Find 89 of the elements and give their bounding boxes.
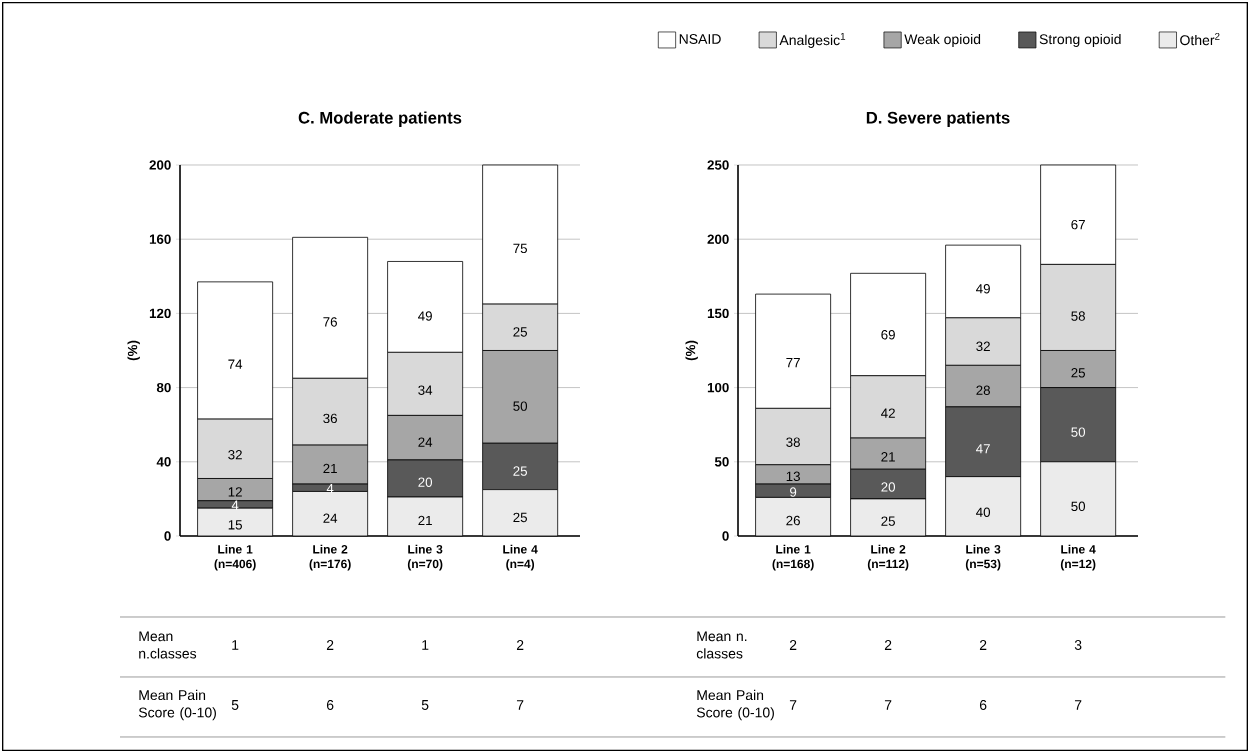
data-label: 25	[1071, 368, 1085, 378]
x-tick-label: Line 3 (n=53)	[965, 544, 1001, 571]
y-tick-label: 250	[707, 160, 729, 170]
data-label: 24	[323, 513, 338, 523]
text: 5	[231, 700, 239, 710]
data-label: 21	[323, 463, 337, 474]
legend-label: NSAID	[679, 34, 721, 44]
text: 2	[979, 640, 987, 650]
y-axis-title: (%)	[127, 340, 140, 361]
data-label: 26	[786, 515, 800, 526]
data-label: 21	[881, 452, 895, 462]
data-label: 4	[231, 500, 239, 510]
y-tick-label: 0	[164, 531, 171, 541]
data-label: 20	[418, 477, 433, 487]
data-label: 58	[1071, 311, 1085, 321]
y-tick-label: 120	[149, 308, 171, 319]
text: 7	[789, 700, 797, 710]
y-tick-label: 200	[707, 234, 729, 244]
data-label: 36	[323, 413, 337, 424]
text: Mean n.classes	[139, 631, 197, 659]
x-tick-label: Line 3 (n=70)	[407, 544, 443, 571]
data-label: 25	[881, 516, 895, 526]
text: 2	[516, 640, 524, 650]
text: 1	[232, 640, 239, 650]
data-label: 49	[418, 311, 432, 321]
y-axis-title: (%)	[685, 340, 698, 361]
text: 6	[326, 700, 334, 710]
data-label: 34	[418, 385, 433, 395]
x-tick-label: Line 2 (n=176)	[309, 544, 351, 571]
chart-title: C. Moderate patients	[298, 111, 462, 127]
data-label: 50	[1071, 427, 1086, 437]
text: 2	[884, 640, 892, 650]
y-tick-label: 0	[722, 531, 729, 541]
text: 2	[789, 640, 797, 650]
data-label: 74	[228, 359, 243, 369]
y-tick-label: 40	[156, 457, 171, 467]
text: 6	[979, 700, 987, 710]
data-label: 28	[976, 385, 990, 395]
data-label: 25	[513, 512, 527, 523]
legend-label: Strong opioid	[1039, 33, 1121, 47]
data-label: 50	[1071, 501, 1086, 512]
data-label: 13	[786, 471, 800, 482]
data-label: 4	[326, 483, 334, 494]
data-label: 77	[786, 358, 800, 368]
text: 2	[326, 640, 334, 650]
y-tick-label: 80	[156, 382, 171, 393]
data-label: 9	[790, 487, 797, 497]
data-label: 32	[228, 450, 242, 460]
data-label: 20	[881, 482, 896, 492]
data-label: 75	[513, 243, 527, 254]
data-label: 24	[418, 437, 433, 447]
legend-label: Weak opioid	[904, 33, 981, 47]
x-tick-label: Line 1 (n=168)	[772, 544, 814, 571]
text: Mean Pain Score (0-10)	[138, 689, 216, 721]
text: Mean n. classes	[696, 631, 747, 659]
data-label: 32	[976, 341, 990, 352]
data-label: 25	[513, 327, 527, 337]
data-label: 69	[881, 330, 895, 340]
chart-title: D. Severe patients	[866, 111, 1010, 127]
data-label: 12	[228, 487, 242, 497]
y-tick-label: 150	[707, 308, 729, 319]
data-label: 67	[1071, 219, 1085, 230]
y-tick-label: 100	[707, 382, 729, 393]
x-tick-label: Line 4 (n=4)	[503, 544, 538, 571]
legend-label: Other$^{2}$	[1180, 32, 1220, 46]
text: 1	[422, 640, 429, 650]
data-label: 42	[881, 408, 895, 418]
text: 3	[1074, 640, 1082, 650]
y-tick-label: 200	[149, 160, 171, 170]
data-label: 47	[976, 444, 990, 454]
data-label: 49	[976, 284, 990, 294]
data-label: 25	[513, 466, 527, 476]
y-tick-label: 160	[149, 234, 171, 244]
legend-label: Analgesic$^{1}$	[779, 32, 846, 48]
data-label: 76	[323, 317, 337, 327]
data-label: 50	[513, 401, 528, 411]
text: 7	[884, 700, 892, 710]
text: 7	[516, 700, 524, 710]
x-tick-label: Line 2 (n=112)	[867, 544, 909, 571]
x-tick-label: Line 1 (n=406)	[214, 544, 256, 571]
data-label: 21	[418, 515, 432, 526]
y-tick-label: 50	[714, 457, 729, 467]
text: 7	[1074, 700, 1082, 710]
x-tick-label: Line 4 (n=12)	[1060, 544, 1096, 571]
data-label: 40	[976, 507, 991, 517]
text: 5	[421, 700, 429, 710]
text: Mean Pain Score (0-10)	[696, 689, 774, 721]
data-label: 38	[786, 437, 800, 447]
data-label: 15	[228, 520, 242, 530]
